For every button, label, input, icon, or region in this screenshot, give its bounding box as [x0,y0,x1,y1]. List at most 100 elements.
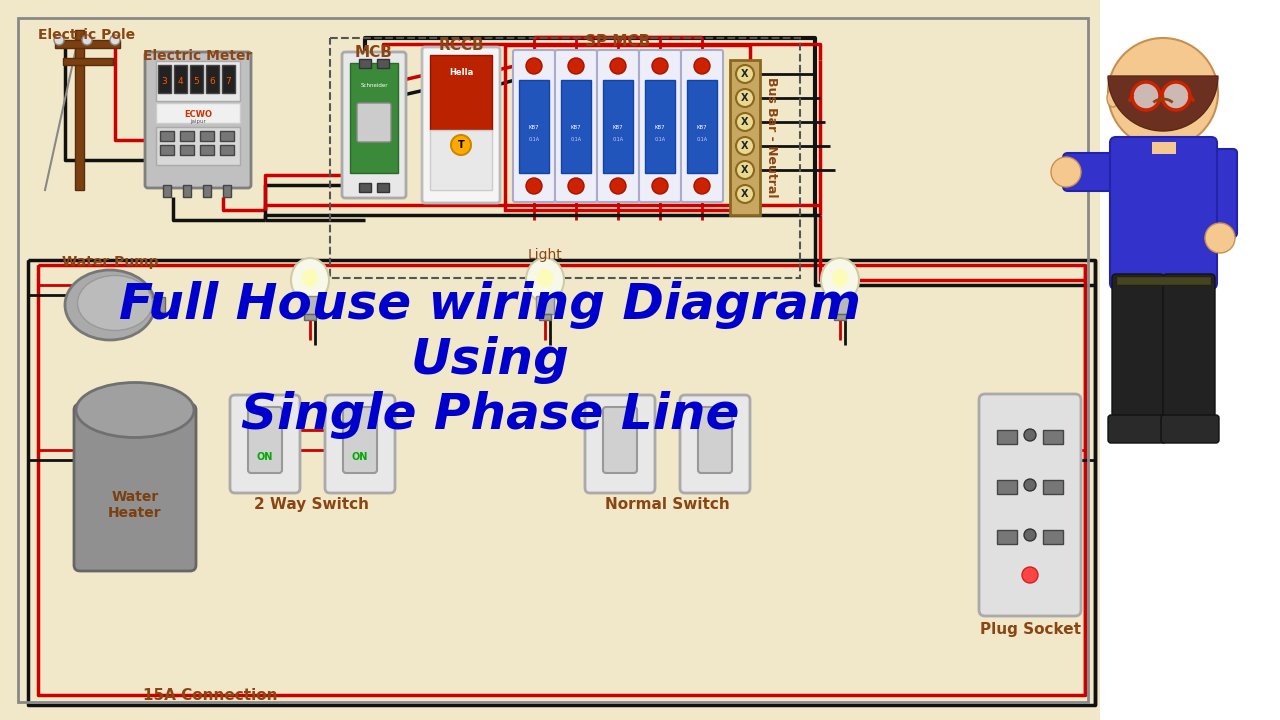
Text: Single Phase Line: Single Phase Line [241,391,739,439]
Circle shape [1024,429,1036,441]
FancyBboxPatch shape [325,395,396,493]
FancyBboxPatch shape [248,407,282,473]
Circle shape [736,65,754,83]
Bar [645,80,675,173]
Circle shape [611,178,626,194]
FancyBboxPatch shape [596,50,639,202]
FancyBboxPatch shape [1164,274,1215,427]
Circle shape [694,58,710,74]
Circle shape [652,178,668,194]
Circle shape [110,35,120,45]
Ellipse shape [76,382,195,438]
FancyBboxPatch shape [357,103,390,142]
Bar [997,430,1018,444]
Bar [183,185,191,197]
Circle shape [611,58,626,74]
Bar [174,65,187,93]
Bar [536,296,554,314]
Ellipse shape [538,269,553,287]
Circle shape [736,113,754,131]
Text: 6: 6 [209,76,215,86]
Bar [180,145,195,155]
FancyBboxPatch shape [585,395,655,493]
Circle shape [652,58,668,74]
FancyBboxPatch shape [230,395,300,493]
FancyBboxPatch shape [698,407,732,473]
Circle shape [1024,479,1036,491]
Bar [997,480,1018,494]
Bar [997,530,1018,544]
Text: 7: 7 [225,76,230,86]
Text: 5: 5 [193,76,198,86]
Bar [1043,480,1062,494]
Text: Water
Heater: Water Heater [109,490,161,520]
Bar [157,65,172,93]
Text: X: X [741,189,749,199]
Text: jaipur: jaipur [191,119,206,124]
Bar [160,131,174,141]
Circle shape [1108,38,1219,148]
Circle shape [1051,157,1082,187]
Ellipse shape [832,269,849,287]
Bar [200,131,214,141]
Bar [180,131,195,141]
Ellipse shape [302,269,317,287]
Text: Bus Bar - Neutral: Bus Bar - Neutral [765,77,778,197]
Circle shape [82,35,92,45]
Circle shape [736,89,754,107]
Text: MCB: MCB [355,45,393,60]
Text: Hella: Hella [449,68,474,76]
Bar [430,130,492,190]
Bar [539,314,550,320]
Circle shape [1162,82,1190,110]
Bar [687,80,717,173]
Text: SP MCB: SP MCB [585,34,650,49]
Bar [378,59,389,68]
Bar [160,145,174,155]
Bar [1152,142,1176,154]
Bar [1116,276,1211,285]
Bar [63,58,113,65]
Text: KB7: KB7 [571,125,581,130]
Text: T: T [458,140,465,150]
Circle shape [526,178,541,194]
Bar [156,61,241,101]
Text: KB7: KB7 [696,125,708,130]
Ellipse shape [291,258,329,302]
FancyBboxPatch shape [1112,274,1164,427]
Circle shape [1204,223,1235,253]
Circle shape [694,178,710,194]
Bar [163,185,172,197]
FancyBboxPatch shape [556,50,596,202]
Bar [358,183,371,192]
Circle shape [451,135,471,155]
Bar [145,297,165,312]
Bar [76,30,84,190]
FancyBboxPatch shape [681,50,723,202]
Wedge shape [1108,76,1219,131]
Text: 15A Connection: 15A Connection [143,688,278,703]
Bar [156,103,241,123]
Bar [305,314,316,320]
Text: Electric Meter: Electric Meter [143,49,252,63]
Text: Plug Socket: Plug Socket [979,622,1080,637]
Text: Using: Using [411,336,570,384]
Bar [835,314,846,320]
Text: ECWO: ECWO [184,109,212,119]
FancyBboxPatch shape [979,394,1082,616]
Bar [330,38,800,278]
FancyBboxPatch shape [680,395,750,493]
Circle shape [1021,567,1038,583]
Bar [1043,430,1062,444]
Ellipse shape [526,258,564,302]
Bar [55,40,120,48]
FancyBboxPatch shape [1161,415,1219,443]
Text: 0.1A: 0.1A [529,137,540,142]
Text: KB7: KB7 [529,125,539,130]
Circle shape [736,185,754,203]
Text: Full House wiring Diagram: Full House wiring Diagram [119,281,861,329]
Bar [358,59,371,68]
Text: X: X [741,117,749,127]
Text: 0.1A: 0.1A [654,137,666,142]
Text: ON: ON [352,452,369,462]
